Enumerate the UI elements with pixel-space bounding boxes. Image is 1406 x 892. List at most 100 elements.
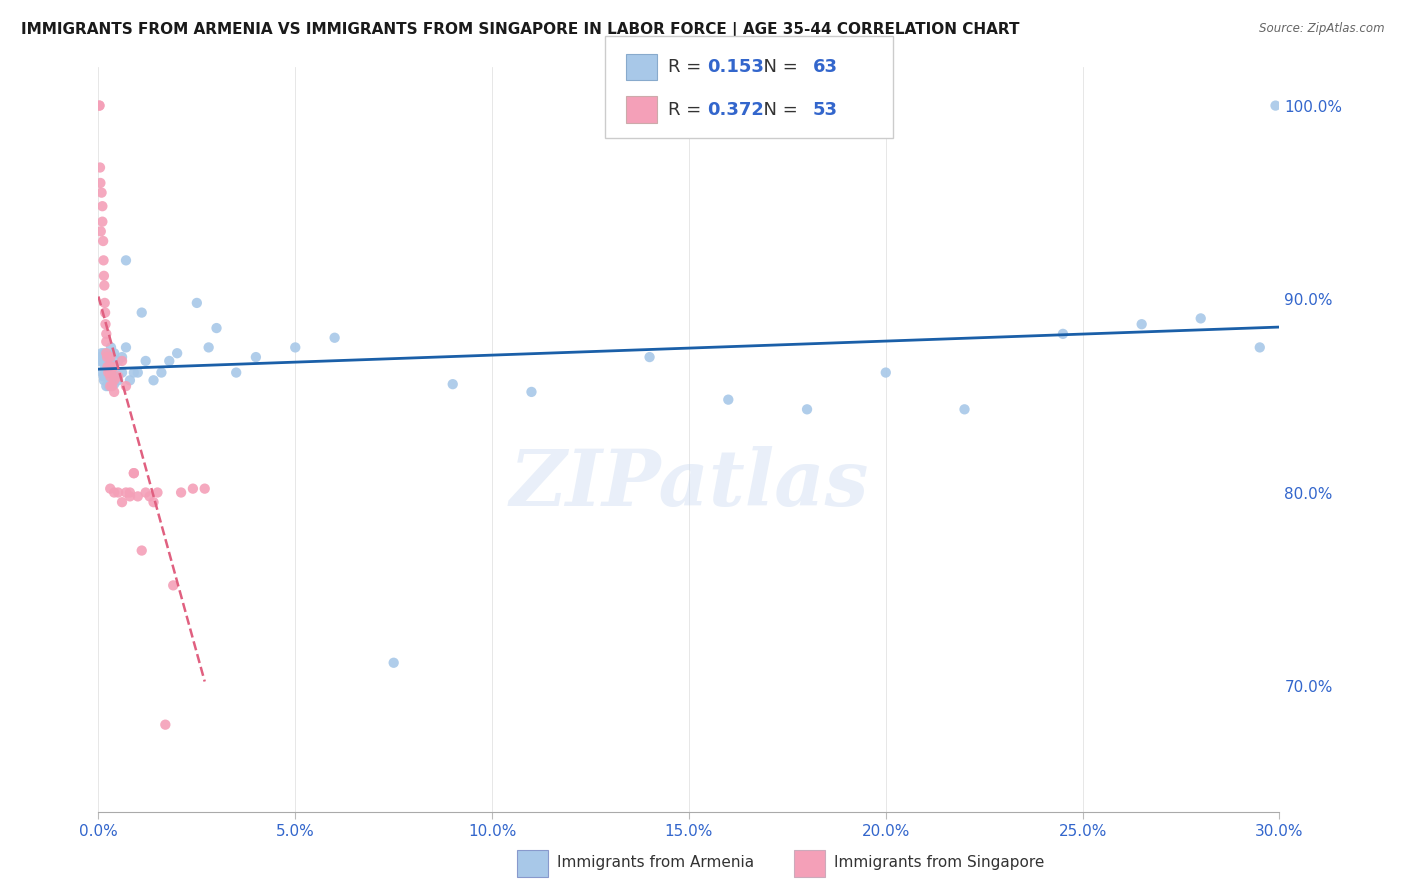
Point bbox=[186, 296, 208, 310]
Point bbox=[107, 369, 129, 384]
Point bbox=[96, 350, 118, 364]
Point bbox=[103, 346, 125, 360]
Point bbox=[90, 346, 112, 360]
Point bbox=[122, 466, 145, 480]
Point bbox=[1249, 340, 1271, 354]
Point bbox=[115, 340, 138, 354]
Point bbox=[89, 354, 111, 368]
Point bbox=[91, 234, 114, 248]
Point bbox=[245, 350, 267, 364]
Text: 0.153: 0.153 bbox=[707, 58, 763, 76]
Point bbox=[94, 317, 117, 331]
Point bbox=[98, 354, 121, 368]
Point bbox=[142, 495, 165, 509]
Point bbox=[520, 384, 543, 399]
Point bbox=[150, 366, 173, 380]
Point bbox=[1052, 326, 1074, 341]
Point bbox=[97, 369, 120, 384]
Point bbox=[146, 485, 169, 500]
Point bbox=[98, 350, 121, 364]
Point bbox=[98, 482, 121, 496]
Point bbox=[107, 485, 129, 500]
Point bbox=[284, 340, 307, 354]
Text: N =: N = bbox=[752, 101, 804, 119]
Point bbox=[162, 578, 184, 592]
Point bbox=[96, 359, 118, 374]
Point bbox=[98, 359, 121, 374]
Point bbox=[118, 485, 141, 500]
Point bbox=[96, 326, 118, 341]
Text: 0.372: 0.372 bbox=[707, 101, 763, 119]
Point bbox=[875, 366, 897, 380]
Point bbox=[94, 364, 117, 378]
Point bbox=[101, 379, 124, 393]
Point bbox=[98, 350, 121, 364]
Point bbox=[122, 466, 145, 480]
Point bbox=[103, 384, 125, 399]
Point bbox=[118, 489, 141, 503]
Point bbox=[96, 366, 118, 380]
Point bbox=[111, 366, 134, 380]
Point bbox=[91, 199, 114, 213]
Point bbox=[717, 392, 740, 407]
Point bbox=[441, 377, 464, 392]
Point bbox=[170, 485, 193, 500]
Point bbox=[127, 489, 149, 503]
Point bbox=[101, 364, 124, 378]
Point bbox=[91, 350, 114, 364]
Point bbox=[96, 334, 118, 349]
Point bbox=[131, 543, 153, 558]
Point bbox=[107, 354, 129, 368]
Point bbox=[1130, 317, 1153, 331]
Point bbox=[89, 161, 111, 175]
Text: ZIPatlas: ZIPatlas bbox=[509, 446, 869, 522]
Point bbox=[181, 482, 204, 496]
Point bbox=[89, 350, 111, 364]
Point bbox=[89, 98, 111, 112]
Point bbox=[115, 485, 138, 500]
Point bbox=[93, 268, 115, 283]
Point bbox=[953, 402, 976, 417]
Point bbox=[1264, 98, 1286, 112]
Point bbox=[155, 717, 177, 731]
Text: IMMIGRANTS FROM ARMENIA VS IMMIGRANTS FROM SINGAPORE IN LABOR FORCE | AGE 35-44 : IMMIGRANTS FROM ARMENIA VS IMMIGRANTS FR… bbox=[21, 22, 1019, 38]
Point bbox=[107, 373, 129, 387]
Point bbox=[93, 369, 115, 384]
Point bbox=[98, 369, 121, 384]
Point bbox=[90, 186, 112, 200]
Point bbox=[94, 354, 117, 368]
Point bbox=[323, 331, 346, 345]
Point bbox=[96, 350, 118, 364]
Point bbox=[166, 346, 188, 360]
Point bbox=[96, 379, 118, 393]
Point bbox=[111, 350, 134, 364]
Point bbox=[98, 373, 121, 387]
Point bbox=[142, 373, 165, 387]
Point bbox=[135, 354, 157, 368]
Text: R =: R = bbox=[668, 101, 707, 119]
Point bbox=[93, 373, 115, 387]
Point bbox=[98, 366, 121, 380]
Text: R =: R = bbox=[668, 58, 707, 76]
Text: Source: ZipAtlas.com: Source: ZipAtlas.com bbox=[1260, 22, 1385, 36]
Point bbox=[127, 366, 149, 380]
Point bbox=[98, 379, 121, 393]
Point bbox=[111, 495, 134, 509]
Point bbox=[96, 350, 118, 364]
Point bbox=[103, 377, 125, 392]
Point bbox=[796, 402, 818, 417]
Point bbox=[115, 253, 138, 268]
Text: N =: N = bbox=[752, 58, 804, 76]
Point bbox=[115, 379, 138, 393]
Point bbox=[197, 340, 219, 354]
Point bbox=[94, 305, 117, 319]
Point bbox=[205, 321, 228, 335]
Text: 53: 53 bbox=[813, 101, 838, 119]
Text: 63: 63 bbox=[813, 58, 838, 76]
Point bbox=[91, 366, 114, 380]
Point bbox=[100, 366, 122, 380]
Point bbox=[91, 354, 114, 368]
Point bbox=[103, 359, 125, 374]
Point bbox=[194, 482, 217, 496]
Text: Immigrants from Armenia: Immigrants from Armenia bbox=[557, 855, 754, 870]
